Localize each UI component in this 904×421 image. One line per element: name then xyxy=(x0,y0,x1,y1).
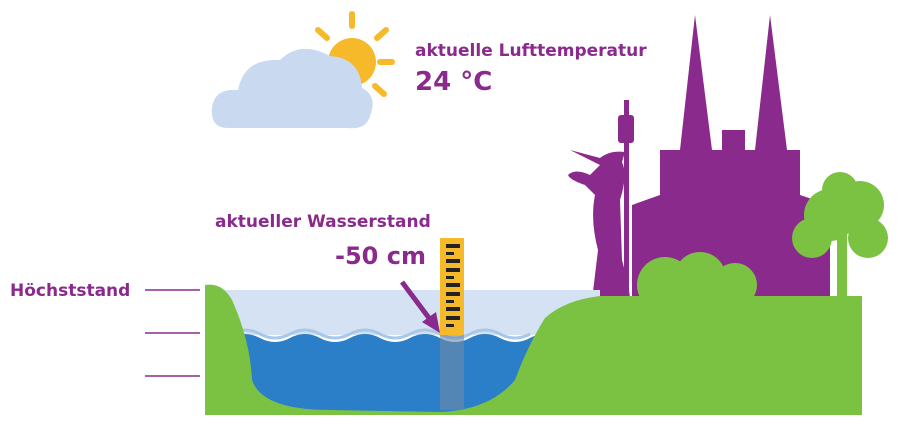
water-label: aktueller Wasserstand xyxy=(215,212,431,232)
air-label: aktuelle Lufttemperatur xyxy=(415,41,647,61)
infographic: aktuelle Lufttemperatur 24 °C aktu xyxy=(0,0,904,421)
max-level-label: Höchststand xyxy=(10,281,130,301)
air-value: 24 °C xyxy=(415,67,492,97)
gauge xyxy=(440,238,464,410)
statue xyxy=(568,100,634,300)
water-value: -50 cm xyxy=(335,242,426,270)
scale-lines xyxy=(145,290,200,376)
